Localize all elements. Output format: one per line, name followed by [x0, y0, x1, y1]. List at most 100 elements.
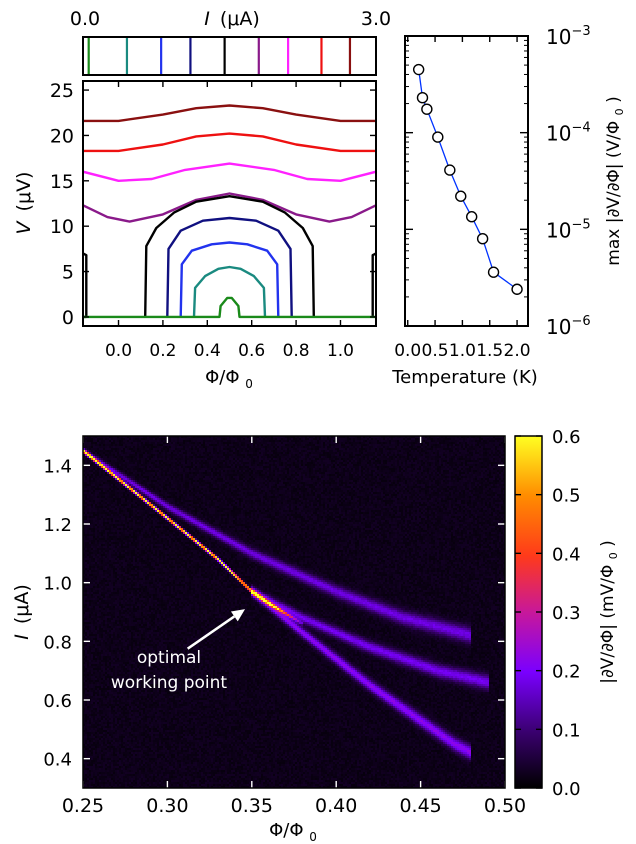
voltage-y-tick-label-5: 25: [50, 80, 74, 102]
annotation-arrowhead: [230, 609, 246, 622]
temperature-tick-label-2: 1.0: [449, 341, 476, 361]
heatmap-x-tick-label-1: 0.30: [146, 795, 188, 817]
voltage-x-tick-label-1: 0.2: [149, 341, 176, 361]
voltage-x-tick-label-2: 0.4: [194, 341, 221, 361]
voltage-y-tick-label-0: 0: [62, 307, 74, 329]
heatmap-image: [83, 436, 505, 788]
voltage-y-tick-label-3: 15: [50, 171, 74, 193]
heatmap-y-axis-label: I (μA): [11, 584, 33, 640]
slope-panel-ticks: 0.0 0.5 1.0 1.5 2.0 10−3 10−4 10−5 10−6: [394, 24, 590, 361]
strip-markers: [87, 38, 352, 74]
colorbar-label-text: |∂V/∂Φ| (mV/Φ: [598, 565, 618, 684]
colorbar-tick-label-4: 0.4: [552, 544, 581, 565]
voltage-curve-0: [83, 104, 376, 123]
slope-point-0: [412, 63, 425, 76]
voltage-curve-9: [192, 265, 267, 317]
colorbar-tick-label-0: 0.0: [552, 779, 581, 800]
slope-y-tick-label-0: 10−3: [546, 24, 591, 49]
annotation-line-1: optimal: [137, 648, 201, 668]
slope-vs-temperature-panel: 0.0 0.5 1.0 1.5 2.0 10−3 10−4 10−5 10−6 Temperat…: [391, 24, 628, 388]
heatmap-panel: 0.25 0.30 0.35 0.40 0.45 0.500.40.60.81.01.21…: [11, 427, 622, 844]
colorbar-tick-label-1: 0.1: [552, 720, 581, 741]
voltage-panel-frame: [82, 80, 377, 327]
voltage-curve-7: [166, 216, 293, 317]
voltage-curve-1: [83, 132, 376, 153]
slope-point-9: [511, 283, 523, 295]
voltage-curve-8: [179, 241, 280, 317]
colorbar-label-sub: 0: [607, 552, 620, 559]
voltage-x-axis-label: Φ/Φ 0: [205, 367, 253, 391]
slope-y-sub: 0: [613, 108, 626, 115]
strip-label-right: 3.0: [361, 8, 391, 30]
temperature-tick-label-0: 0.0: [394, 341, 421, 361]
voltage-x-tick-label-3: 0.6: [238, 341, 265, 361]
heatmap-x-tick-label-2: 0.35: [231, 795, 273, 817]
voltage-y-var: V: [13, 219, 35, 234]
slope-line: [418, 69, 518, 290]
voltage-curve-10: [83, 296, 376, 319]
strip-label-axis: I (μA): [204, 8, 260, 30]
slope-point-3: [432, 131, 444, 143]
slope-y-tick-label-1: 10−4: [546, 121, 591, 146]
colorbar-tick-label-3: 0.3: [552, 603, 581, 624]
heatmap-y-unit: (μA): [11, 584, 33, 624]
strip-label-var: I: [204, 8, 210, 30]
heatmap-y-tick-label-1: 0.6: [43, 691, 72, 712]
voltage-x-label: Φ/Φ: [205, 367, 239, 388]
slope-point-5: [455, 190, 467, 202]
voltage-x-tick-label-5: 1.0: [327, 341, 354, 361]
heatmap-y-tick-label-0: 0.4: [43, 750, 72, 771]
slope-point-7: [476, 233, 489, 245]
strip-label-left: 0.0: [70, 8, 100, 30]
colorbar-tick-label-5: 0.5: [552, 486, 581, 507]
heatmap-frame: [82, 435, 506, 789]
heatmap-y-var: I: [11, 634, 33, 640]
slope-point-1: [416, 91, 429, 104]
iv-panel: 0.0 0.2 0.4 0.6 0.8 1.0 0 5 10 15 20 25 V (μV) Φ/Φ …: [13, 80, 377, 391]
slope-y-label: max |∂V/∂Φ| (V/Φ: [604, 121, 624, 266]
voltage-y-tick-label-2: 10: [50, 216, 74, 238]
heatmap-y-tick-label-4: 1.2: [43, 515, 72, 536]
temperature-tick-label-1: 0.5: [422, 341, 449, 361]
heatmap-x-sub: 0: [309, 830, 317, 844]
heatmap-x-tick-label-3: 0.40: [315, 795, 357, 817]
heatmap-x-tick-label-0: 0.25: [62, 795, 104, 817]
voltage-curve-6: [371, 252, 376, 317]
heatmap-y-tick-label-3: 1.0: [43, 574, 72, 595]
temperature-tick-label-3: 1.5: [476, 341, 503, 361]
slope-y-close: ): [604, 96, 624, 103]
colorbar-label: |∂V/∂Φ| (mV/Φ 0 ): [598, 540, 622, 684]
voltage-panel-ticks: 0.0 0.2 0.4 0.6 0.8 1.0 0 5 10 15 20 25: [50, 80, 376, 361]
voltage-curve-3: [83, 192, 376, 223]
heatmap-y-tick-label-5: 1.4: [43, 456, 72, 477]
strip-label-unit: (μA): [220, 8, 260, 30]
voltage-curve-5: [144, 194, 315, 317]
heatmap-x-tick-label-5: 0.50: [484, 795, 526, 817]
voltage-y-axis-label: V (μV): [13, 172, 35, 235]
colorbar-tick-label-6: 0.6: [552, 427, 581, 448]
voltage-curves: [83, 104, 376, 319]
colorbar-tick-label-2: 0.2: [552, 662, 581, 683]
slope-y-axis-label: max |∂V/∂Φ| (V/Φ 0 ): [604, 96, 628, 265]
heatmap-ticks: 0.25 0.30 0.35 0.40 0.45 0.50 0.4 0.6 0.8 1.0 1.2 1…: [43, 436, 526, 817]
voltage-curve-2: [83, 162, 376, 183]
heatmap-x-tick-label-4: 0.45: [399, 795, 441, 817]
voltage-x-tick-label-4: 0.8: [283, 341, 310, 361]
slope-point-6: [465, 211, 478, 223]
heatmap-y-tick-label-2: 0.8: [43, 632, 72, 653]
slope-y-tick-label-3: 10−6: [546, 314, 591, 339]
slope-point-2: [421, 103, 433, 115]
voltage-x-sub: 0: [245, 377, 253, 391]
voltage-x-tick-label-0: 0.0: [105, 341, 132, 361]
slope-series: [412, 63, 523, 295]
slope-y-tick-label-2: 10−5: [546, 217, 591, 242]
annotation-arrow: [186, 615, 236, 650]
colorbar-label-close: ): [598, 540, 618, 547]
voltage-y-tick-label-1: 5: [62, 262, 74, 284]
voltage-y-unit: (μV): [13, 172, 35, 212]
temperature-tick-label-4: 2.0: [504, 341, 531, 361]
slope-point-4: [444, 164, 456, 176]
slope-point-8: [487, 266, 500, 278]
slope-panel-frame: [404, 35, 529, 327]
